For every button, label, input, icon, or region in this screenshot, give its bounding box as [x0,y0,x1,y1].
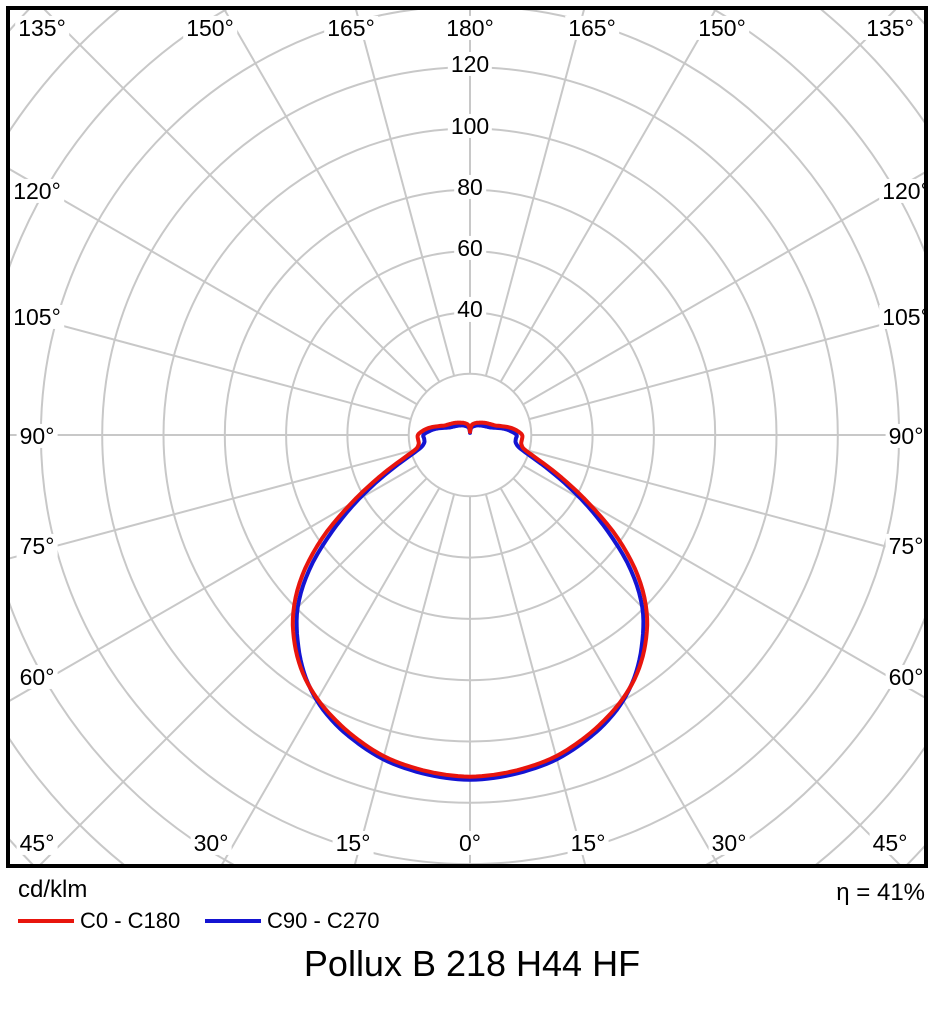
grid-spoke [221,487,441,864]
curve-C90-C270 [294,423,646,782]
polar-diagram-frame: 135° 150° 165° 180° 165° 150° 135° 45° 30° 15° 0° 1… [6,6,928,868]
angle-label: 30° [190,831,232,855]
grid-spoke [10,449,412,560]
angle-label: 135° [863,16,917,40]
angle-label: 30° [708,831,750,855]
angle-label: 15° [332,831,374,855]
angle-label: 45° [869,831,911,855]
angle-label: 120° [879,179,924,203]
radial-tick-label: 40 [454,297,486,321]
angle-label: 75° [885,534,924,558]
grid-spoke [499,487,719,864]
grid-spoke [10,464,418,702]
angle-label: 15° [567,831,609,855]
grid-spoke [223,10,441,383]
legend-label: C90 - C270 [267,908,380,933]
angle-label: 165° [565,16,619,40]
grid-spoke [499,10,717,383]
grid-spoke [10,310,412,421]
efficiency-label: η = 41% [836,879,925,906]
angle-label: 90° [885,424,924,448]
angle-label: 60° [16,665,58,689]
legend-swatch-blue-line [205,919,261,923]
angle-label: 75° [16,534,58,558]
grid-spoke [39,477,428,864]
angle-label: 105° [879,305,924,329]
angle-label: 90° [16,424,58,448]
grid-spoke [522,171,924,406]
angle-label: 180° [443,16,497,40]
angle-label: 45° [16,831,58,855]
angle-label: 60° [885,665,924,689]
angle-label: 150° [695,16,749,40]
angle-label: 105° [10,305,64,329]
grid-spoke [512,477,901,864]
radial-tick-label: 60 [454,236,486,260]
legend-label: C0 - C180 [80,908,181,933]
angle-label: 120° [10,179,64,203]
legend-swatch-red-line [18,919,74,923]
angle-label: 135° [15,16,69,40]
grid-spoke [528,312,924,421]
chart-title: Pollux B 218 H44 HF [303,943,641,984]
angle-label: 150° [183,16,237,40]
angle-label: 165° [324,16,378,40]
radial-tick-label: 120 [447,52,493,76]
grid-spoke [10,168,418,406]
curve-C0-C180 [290,420,650,779]
unit-label: cd/klm [18,876,88,903]
grid-spoke [522,464,924,699]
angle-label: 0° [456,831,484,855]
radial-tick-label: 80 [454,175,486,199]
radial-tick-label: 100 [447,113,493,138]
grid-ring [407,372,533,498]
grid-spoke [512,10,897,393]
grid-spoke [528,449,924,558]
grid-spoke [43,10,428,393]
